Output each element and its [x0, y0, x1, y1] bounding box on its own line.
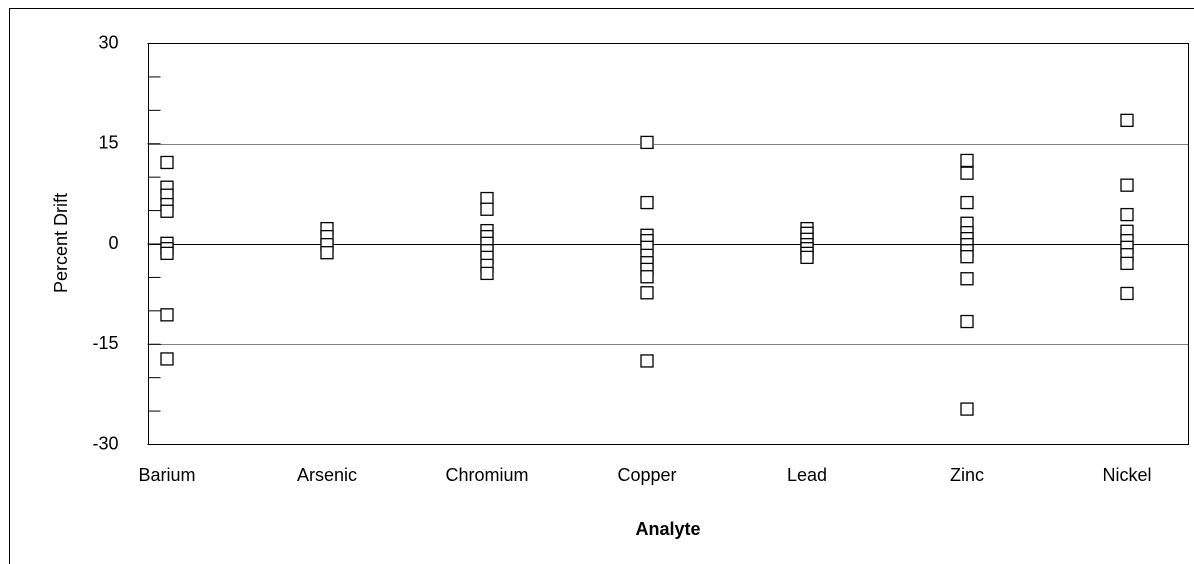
x-tick-label: Zinc [950, 465, 984, 485]
marker [640, 354, 654, 368]
marker [1120, 286, 1134, 301]
marker [480, 266, 494, 281]
marker [1120, 113, 1134, 128]
marker [640, 270, 654, 284]
marker [160, 246, 174, 261]
chart-frame [9, 8, 1194, 564]
y-tick-label: -30 [92, 433, 118, 453]
x-tick-label: Barium [138, 465, 195, 485]
marker [960, 195, 974, 210]
marker [800, 250, 814, 265]
marker [160, 155, 174, 170]
marker [320, 246, 334, 260]
marker [960, 166, 974, 180]
x-axis-title: Analyte [635, 519, 700, 539]
x-tick-label: Arsenic [297, 465, 357, 485]
marker [960, 250, 974, 264]
marker [960, 314, 974, 329]
marker [960, 272, 974, 286]
marker [160, 308, 174, 322]
y-tick-label: -15 [92, 333, 118, 353]
x-tick-label: Lead [787, 465, 827, 485]
marker [960, 153, 974, 168]
marker [640, 135, 654, 150]
marker [1120, 178, 1134, 192]
marker [640, 195, 654, 210]
x-tick-label: Nickel [1102, 465, 1151, 485]
marker [160, 204, 174, 218]
marker [480, 202, 494, 216]
marker [1120, 256, 1134, 271]
y-axis-title: Percent Drift [51, 193, 71, 293]
x-tick-label: Copper [617, 465, 676, 485]
y-tick-label: 0 [108, 233, 118, 253]
y-tick-label: 30 [98, 32, 118, 52]
marker [1120, 207, 1134, 222]
marker [960, 402, 974, 416]
y-tick-label: 15 [98, 133, 118, 153]
x-tick-label: Chromium [445, 465, 528, 485]
marker [160, 352, 174, 366]
marker [640, 286, 654, 300]
